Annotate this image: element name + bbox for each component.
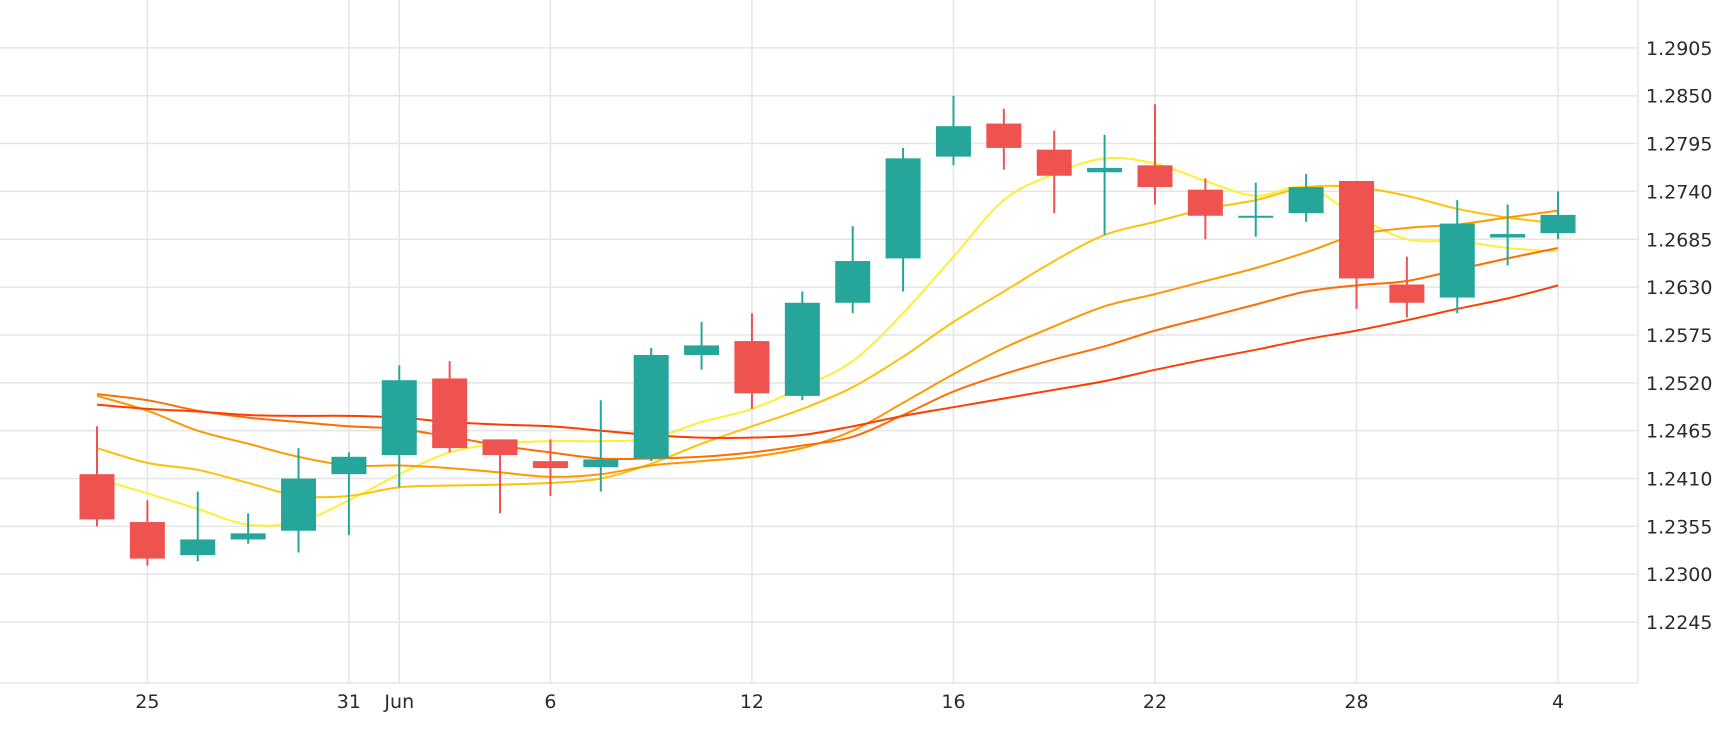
- candle-body: [1389, 284, 1425, 303]
- candle-down: [1389, 256, 1425, 318]
- candle-down: [734, 313, 770, 409]
- x-tick-label: 16: [941, 691, 965, 713]
- y-tick-label: 1.2795: [1646, 134, 1712, 156]
- candle-body: [734, 341, 770, 394]
- candle-body: [432, 378, 468, 449]
- candle-body: [129, 522, 165, 559]
- candle-down: [1187, 178, 1223, 240]
- candle-body: [79, 474, 115, 520]
- x-tick-label: 31: [337, 691, 361, 713]
- candle-body: [281, 478, 317, 531]
- candle-down: [482, 439, 518, 514]
- y-tick-label: 1.2355: [1646, 516, 1712, 538]
- candles: [79, 95, 1576, 566]
- moving-average-line-1: [96, 156, 1559, 527]
- candle-body: [1187, 189, 1223, 216]
- candle-body: [583, 459, 619, 468]
- candle-body: [1137, 165, 1173, 188]
- candle-down: [1339, 180, 1374, 309]
- y-tick-label: 1.2740: [1646, 181, 1712, 203]
- candle-body: [633, 354, 669, 459]
- candle-body: [1288, 187, 1324, 214]
- candle-body: [1036, 149, 1072, 176]
- candle-body: [684, 345, 720, 355]
- x-tick-label: 6: [544, 691, 556, 713]
- candle-body: [935, 126, 971, 157]
- candle-body: [835, 261, 871, 303]
- moving-average-lines: [96, 156, 1559, 527]
- candle-body: [331, 456, 367, 475]
- candle-body: [532, 461, 568, 469]
- moving-average-line-2: [96, 184, 1559, 499]
- candle-down: [79, 426, 115, 527]
- candle-up: [1540, 191, 1576, 240]
- y-tick-label: 1.2905: [1646, 38, 1712, 60]
- y-tick-label: 1.2465: [1646, 421, 1712, 443]
- candle-body: [1339, 180, 1374, 279]
- candle-up: [281, 448, 317, 553]
- candle-up: [684, 321, 720, 370]
- candle-body: [784, 302, 820, 396]
- x-tick-label: 25: [135, 691, 159, 713]
- moving-average-line-3: [96, 209, 1559, 478]
- candle-body: [180, 539, 216, 556]
- candle-up: [331, 452, 367, 536]
- y-tick-label: 1.2300: [1646, 564, 1712, 586]
- x-tick-label: Jun: [383, 691, 414, 713]
- y-tick-label: 1.2850: [1646, 86, 1712, 108]
- y-tick-label: 1.2520: [1646, 373, 1712, 395]
- candle-up: [633, 348, 669, 462]
- candle-down: [1137, 104, 1173, 205]
- candle-up: [381, 365, 417, 488]
- candle-body: [885, 158, 921, 259]
- y-tick-label: 1.2630: [1646, 277, 1712, 299]
- y-tick-label: 1.2685: [1646, 229, 1712, 251]
- candle-body: [1540, 214, 1576, 234]
- candle-down: [129, 500, 165, 566]
- moving-average-line-4: [96, 247, 1559, 461]
- candle-up: [935, 95, 971, 166]
- y-tick-label: 1.2245: [1646, 612, 1712, 634]
- candle-up: [1238, 182, 1274, 237]
- y-axis-tick-labels: 1.2245 1.2300 1.2355 1.2410 1.2465 1.2520 1.25…: [1646, 38, 1712, 634]
- candle-up: [784, 291, 820, 401]
- candle-up: [1087, 134, 1123, 235]
- candle-down: [432, 361, 468, 453]
- candle-body: [1490, 234, 1526, 238]
- candle-up: [180, 491, 216, 562]
- candle-body: [381, 380, 417, 456]
- candle-body: [986, 123, 1022, 148]
- candle-body: [1439, 223, 1475, 298]
- candle-body: [1087, 167, 1123, 173]
- candle-down: [986, 108, 1022, 170]
- candle-down: [532, 439, 568, 496]
- x-axis-tick-labels: 25 31 Jun 6 12 16 22 28 4: [135, 691, 1564, 713]
- candle-up: [230, 513, 266, 544]
- candle-up: [885, 147, 921, 292]
- vertical-gridlines: [146, 0, 1559, 683]
- x-tick-label: 22: [1143, 691, 1167, 713]
- candle-up: [583, 400, 619, 492]
- candle-up: [1490, 204, 1526, 266]
- x-tick-label: 12: [740, 691, 764, 713]
- x-tick-label: 4: [1552, 691, 1564, 713]
- x-tick-label: 28: [1344, 691, 1368, 713]
- candle-body: [1238, 215, 1274, 218]
- candle-up: [1439, 200, 1475, 314]
- candle-body: [482, 439, 518, 456]
- moving-average-line-5: [96, 284, 1559, 439]
- candle-down: [1036, 130, 1072, 214]
- candle-up: [1288, 174, 1324, 222]
- y-tick-label: 1.2575: [1646, 325, 1712, 347]
- y-tick-label: 1.2410: [1646, 469, 1712, 491]
- candle-up: [835, 226, 871, 314]
- candle-body: [230, 533, 266, 540]
